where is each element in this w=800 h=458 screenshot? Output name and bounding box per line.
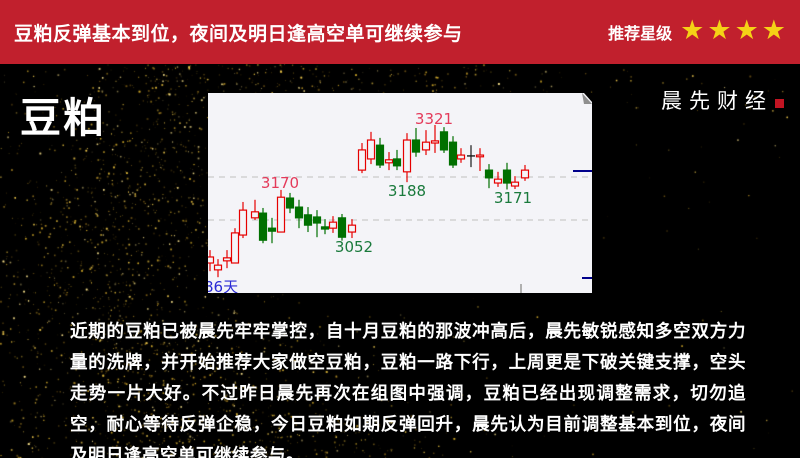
brand-square-icon (775, 98, 784, 108)
header-bar: 豆粕反弹基本到位，夜间及明日逢高空单可继续参与 推荐星级 ★ ★ ★ ★ (0, 0, 800, 64)
page-title: 豆粕 (20, 95, 106, 141)
star-icon: ★ (734, 14, 759, 45)
chart-price-label: 3170 (261, 174, 299, 192)
analysis-paragraph: 近期的豆粕已被晨先牢牢掌控，自十月豆粕的那波冲高后，晨先敏锐感知多空双方力量的洗… (70, 321, 746, 458)
chart-x-axis-label: 86天 (208, 278, 238, 293)
header-title: 豆粕反弹基本到位，夜间及明日逢高空单可继续参与 (14, 23, 463, 45)
rating: 推荐星级 ★ ★ ★ ★ (608, 14, 786, 46)
brand: 晨先财经 (661, 85, 784, 115)
chart-price-label: 3171 (494, 189, 532, 207)
rating-label: 推荐星级 (608, 26, 673, 43)
chart-panel: 3170 3321 3188 3052 3171 86天 (208, 93, 592, 293)
candlestick-chart: 3170 3321 3188 3052 3171 86天 (208, 93, 592, 293)
star-rating: ★ ★ ★ ★ (680, 14, 786, 46)
chart-price-label: 3052 (335, 238, 373, 256)
chart-price-label: 3188 (388, 182, 426, 200)
star-icon: ★ (761, 14, 786, 45)
chart-price-label: 3321 (415, 110, 453, 128)
brand-name: 晨先财经 (661, 90, 773, 113)
star-icon: ★ (680, 14, 705, 45)
star-icon: ★ (707, 14, 732, 45)
